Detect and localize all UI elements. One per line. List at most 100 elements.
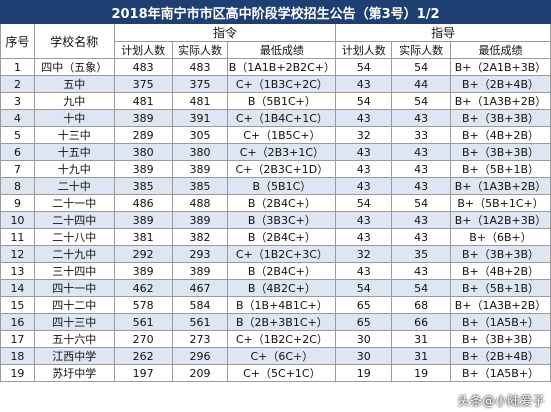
cell-actual-guidance: 43	[391, 109, 452, 127]
table-row: 13 三十四中 389 389 B（2B4C+） 43 43 B+（4B+2B）	[0, 262, 551, 280]
cell-min-score-directive: C+（1B4C+1C）	[227, 109, 337, 127]
cell-actual-guidance: 19	[391, 364, 452, 382]
cell-min-score-directive: B（1B+4B1C+）	[227, 296, 337, 314]
cell-school: 苏圩中学	[33, 364, 115, 382]
cell-seq: 13	[0, 262, 35, 280]
header-group-directive: 指令	[113, 23, 337, 42]
table-row: 5 十三中 289 305 C+（1B5C+） 32 33 B+（4B+2B）	[0, 126, 551, 144]
cell-plan-directive: 289	[113, 126, 173, 144]
cell-actual-directive: 389	[171, 211, 229, 229]
table-row: 9 二十一中 486 488 B（2B4C+） 54 54 B+（5B+1C+）	[0, 194, 551, 212]
header-min-score: 最低成绩	[227, 41, 337, 59]
cell-min-score-guidance: B+（3B+3B）	[450, 143, 551, 161]
cell-plan-directive: 381	[113, 228, 173, 246]
cell-plan-guidance: 30	[335, 347, 393, 365]
cell-min-score-directive: B（2B4C+）	[227, 194, 337, 212]
cell-school: 四十一中	[33, 279, 115, 297]
cell-min-score-guidance: B+（5B+1B）	[450, 160, 551, 178]
admission-table: 2018年南宁市市区高中阶段学校招生公告（第3号）1/2 序号 学校名称 指令 …	[0, 0, 551, 382]
cell-actual-guidance: 43	[391, 228, 452, 246]
cell-actual-directive: 391	[171, 109, 229, 127]
cell-school: 四十二中	[33, 296, 115, 314]
cell-min-score-directive: B（2B+3B1C+）	[227, 313, 337, 331]
cell-min-score-directive: C+（2B3C+1D）	[227, 160, 337, 178]
cell-actual-guidance: 43	[391, 143, 452, 161]
cell-min-score-directive: C+（1B2C+2C）	[227, 330, 337, 348]
cell-actual-directive: 296	[171, 347, 229, 365]
cell-school: 二十中	[33, 177, 115, 195]
cell-actual-guidance: 68	[391, 296, 452, 314]
cell-school: 二十九中	[33, 245, 115, 263]
cell-plan-guidance: 30	[335, 330, 393, 348]
cell-min-score-directive: C+（1B5C+）	[227, 126, 337, 144]
cell-actual-directive: 380	[171, 143, 229, 161]
watermark: 头条@小陆爱子	[457, 394, 545, 408]
table-row: 17 五十六中 270 273 C+（1B2C+2C） 30 31 B+（3B+3B）	[0, 330, 551, 348]
cell-actual-directive: 488	[171, 194, 229, 212]
cell-plan-guidance: 43	[335, 75, 393, 93]
header-school: 学校名称	[33, 23, 115, 59]
cell-seq: 6	[0, 143, 35, 161]
cell-seq: 11	[0, 228, 35, 246]
cell-min-score-guidance: B+（4B+2B）	[450, 262, 551, 280]
cell-plan-directive: 462	[113, 279, 173, 297]
cell-seq: 4	[0, 109, 35, 127]
cell-min-score-directive: C+（6C+）	[227, 347, 337, 365]
cell-actual-guidance: 43	[391, 262, 452, 280]
cell-min-score-guidance: B+（2A1B+3B）	[450, 58, 551, 76]
cell-min-score-directive: B（5B1C+）	[227, 92, 337, 110]
cell-min-score-directive: C+（2B3+1C）	[227, 143, 337, 161]
header-plan: 计划人数	[335, 41, 393, 59]
table-row: 4 十中 389 391 C+（1B4C+1C） 43 43 B+（3B+3B）	[0, 109, 551, 127]
cell-actual-guidance: 43	[391, 160, 452, 178]
header-group-guidance: 指导	[335, 23, 551, 42]
cell-min-score-guidance: B+（3B+3B）	[450, 245, 551, 263]
cell-plan-guidance: 43	[335, 109, 393, 127]
cell-plan-directive: 561	[113, 313, 173, 331]
cell-actual-directive: 467	[171, 279, 229, 297]
table-row: 18 江西中学 262 296 C+（6C+） 30 31 B+（2B+4B）	[0, 347, 551, 365]
table-row: 3 九中 481 481 B（5B1C+） 54 54 B+（1A3B+2B）	[0, 92, 551, 110]
cell-actual-directive: 375	[171, 75, 229, 93]
cell-min-score-guidance: B+（2B+4B）	[450, 75, 551, 93]
cell-min-score-directive: B（4B2C+）	[227, 279, 337, 297]
cell-plan-directive: 481	[113, 92, 173, 110]
cell-actual-guidance: 54	[391, 194, 452, 212]
table-row: 12 二十九中 292 293 C+（1B2C+3C） 32 35 B+（3B+3B）	[0, 245, 551, 263]
cell-seq: 3	[0, 92, 35, 110]
table-row: 7 十九中 389 389 C+（2B3C+1D） 43 43 B+（5B+1B）	[0, 160, 551, 178]
cell-school: 五中	[33, 75, 115, 93]
cell-actual-directive: 389	[171, 160, 229, 178]
cell-plan-directive: 197	[113, 364, 173, 382]
cell-actual-directive: 389	[171, 262, 229, 280]
cell-seq: 9	[0, 194, 35, 212]
cell-actual-directive: 483	[171, 58, 229, 76]
cell-plan-guidance: 43	[335, 228, 393, 246]
cell-actual-directive: 385	[171, 177, 229, 195]
cell-min-score-directive: B（3B3C+）	[227, 211, 337, 229]
cell-actual-directive: 481	[171, 92, 229, 110]
cell-plan-guidance: 19	[335, 364, 393, 382]
cell-plan-guidance: 32	[335, 245, 393, 263]
cell-school: 二十四中	[33, 211, 115, 229]
cell-min-score-guidance: B+（4B+2B）	[450, 126, 551, 144]
cell-seq: 7	[0, 160, 35, 178]
cell-seq: 12	[0, 245, 35, 263]
table-title: 2018年南宁市市区高中阶段学校招生公告（第3号）1/2	[0, 0, 551, 24]
cell-actual-guidance: 43	[391, 211, 452, 229]
cell-min-score-guidance: B+（2B+4B）	[450, 347, 551, 365]
cell-school: 十九中	[33, 160, 115, 178]
cell-seq: 18	[0, 347, 35, 365]
header-plan: 计划人数	[113, 41, 173, 59]
cell-plan-guidance: 43	[335, 262, 393, 280]
table-row: 2 五中 375 375 C+（1B3C+2C） 43 44 B+（2B+4B）	[0, 75, 551, 93]
table-row: 6 十五中 380 380 C+（2B3+1C） 43 43 B+（3B+3B）	[0, 143, 551, 161]
header-seq: 序号	[0, 23, 35, 59]
cell-school: 五十六中	[33, 330, 115, 348]
cell-school: 江西中学	[33, 347, 115, 365]
cell-plan-guidance: 43	[335, 143, 393, 161]
cell-min-score-directive: C+（1B3C+2C）	[227, 75, 337, 93]
cell-actual-guidance: 33	[391, 126, 452, 144]
cell-min-score-directive: C+（1B2C+3C）	[227, 245, 337, 263]
cell-min-score-guidance: B+（1A2B+3B）	[450, 211, 551, 229]
